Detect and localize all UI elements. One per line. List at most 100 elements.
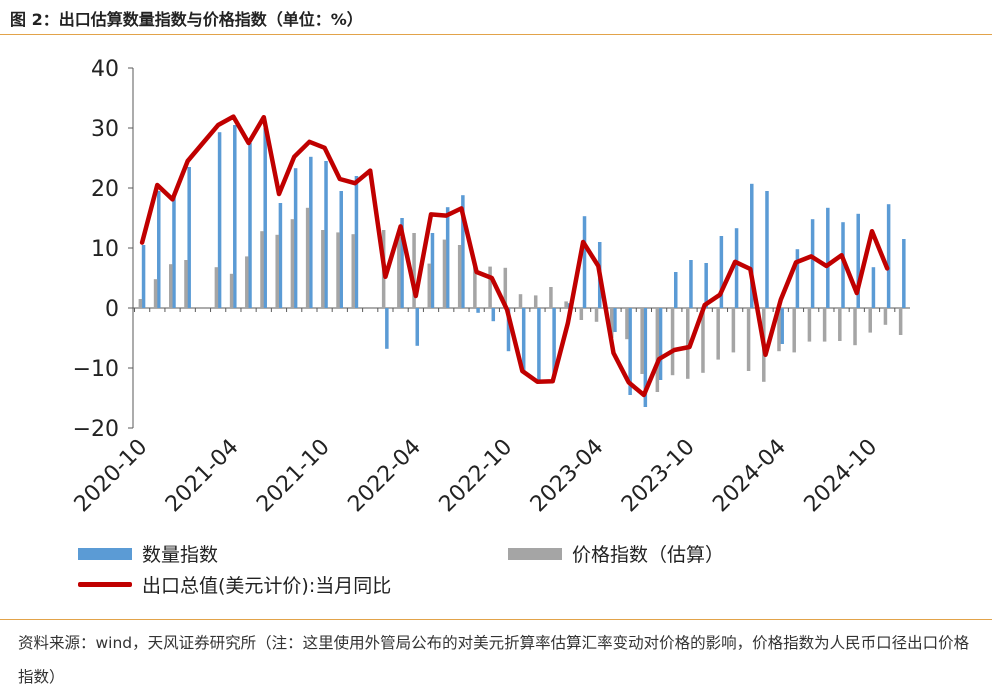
quantity-bar (430, 233, 435, 308)
y-tick-label: 0 (105, 297, 119, 322)
quantity-bar (826, 207, 830, 308)
quantity-bar (902, 239, 906, 308)
quantity-bar (187, 167, 191, 308)
quantity-bar (886, 204, 891, 308)
legend-item-quantity: 数量指数 (78, 540, 218, 567)
price-bar (138, 299, 143, 308)
price-bar (229, 273, 234, 308)
source-divider (0, 619, 992, 620)
x-tick-label: 2022-10 (435, 435, 518, 518)
y-tick-label: 40 (91, 57, 119, 82)
price-bar (625, 308, 629, 340)
quantity-bar (841, 222, 845, 308)
legend-swatch-price (508, 547, 562, 560)
price-bar (838, 308, 842, 341)
price-bar (214, 267, 219, 308)
y-tick-label: 20 (91, 177, 119, 202)
price-bar (503, 267, 508, 308)
quantity-bar (856, 213, 860, 308)
price-bar (701, 308, 705, 373)
quantity-bar (157, 191, 161, 308)
quantity-bar (810, 219, 815, 308)
quantity-bar (293, 168, 298, 308)
title-divider (0, 34, 992, 35)
price-bar (655, 308, 660, 392)
quantity-bar (734, 228, 739, 308)
price-bar (245, 256, 249, 308)
quantity-bar (476, 308, 480, 313)
quantity-bar (521, 308, 526, 373)
quantity-bar (704, 263, 708, 308)
x-tick-label: 2021-10 (252, 435, 335, 518)
price-bar (594, 308, 599, 322)
quantity-bar (795, 249, 800, 308)
price-bar (518, 294, 523, 308)
price-bar (807, 308, 812, 342)
y-tick-label: −20 (73, 417, 119, 442)
quantity-bar (339, 191, 343, 308)
quantity-bar (354, 176, 359, 308)
quantity-bar (765, 191, 769, 308)
price-bar (351, 234, 355, 308)
price-bar (564, 301, 568, 308)
quantity-bar (445, 207, 450, 308)
price-bar (898, 308, 903, 335)
source-note: 资料来源：wind，天风证券研究所（注：这里使用外管局公布的对美元折算率估算汇率… (18, 634, 970, 686)
quantity-bar (658, 308, 663, 380)
price-bar (731, 308, 736, 353)
price-bar (868, 308, 872, 333)
quantity-bar (780, 308, 784, 344)
price-bar (670, 308, 675, 376)
price-bar (746, 308, 751, 371)
quantity-bar (233, 125, 237, 308)
price-bar (184, 260, 188, 308)
price-bar (853, 308, 857, 346)
price-bar (777, 308, 781, 352)
price-bar (275, 234, 279, 308)
quantity-bar (506, 308, 511, 352)
legend-label-quantity: 数量指数 (142, 544, 219, 566)
legend-label-export: 出口总值(美元计价):当月同比 (142, 575, 392, 597)
quantity-bar (582, 216, 587, 308)
price-bar (321, 230, 325, 308)
quantity-bar (385, 308, 389, 349)
x-tick-label: 2024-10 (800, 435, 883, 518)
legend-swatch-quantity (78, 547, 132, 560)
legend-label-price: 价格指数（估算） (572, 544, 725, 566)
x-tick-label: 2021-04 (161, 435, 244, 518)
price-bar (153, 279, 158, 308)
quantity-bar (263, 128, 267, 308)
export-yoy-line (139, 114, 890, 398)
price-bar (716, 308, 720, 360)
price-bar (549, 287, 553, 308)
quantity-bar (689, 260, 693, 308)
x-tick-label: 2024-04 (708, 435, 791, 518)
quantity-bar (400, 218, 404, 308)
quantity-bar (673, 272, 678, 308)
price-bar (579, 308, 584, 320)
legend-swatch-export (78, 582, 132, 587)
price-bar (640, 308, 644, 374)
quantity-bar (309, 156, 313, 308)
quantity-bar (491, 308, 496, 322)
price-bar (397, 237, 401, 308)
price-bar (442, 239, 447, 308)
quantity-bar (552, 308, 556, 377)
quantity-bar (217, 132, 222, 308)
price-bar (792, 308, 796, 353)
quantity-bar (461, 195, 465, 308)
quantity-bar (537, 308, 541, 380)
price-bar (457, 245, 462, 308)
legend-item-export: 出口总值(美元计价):当月同比 (78, 571, 391, 598)
legend-item-price: 价格指数（估算） (508, 540, 724, 567)
y-tick-label: 10 (91, 237, 119, 262)
quantity-bar (324, 161, 328, 308)
x-tick-label: 2020-10 (70, 435, 153, 518)
quantity-bar (172, 197, 176, 308)
quantity-bar (750, 183, 754, 308)
price-bar (427, 263, 432, 308)
x-tick-label: 2023-04 (526, 435, 609, 518)
price-bar (336, 232, 340, 308)
price-bar (473, 265, 477, 308)
